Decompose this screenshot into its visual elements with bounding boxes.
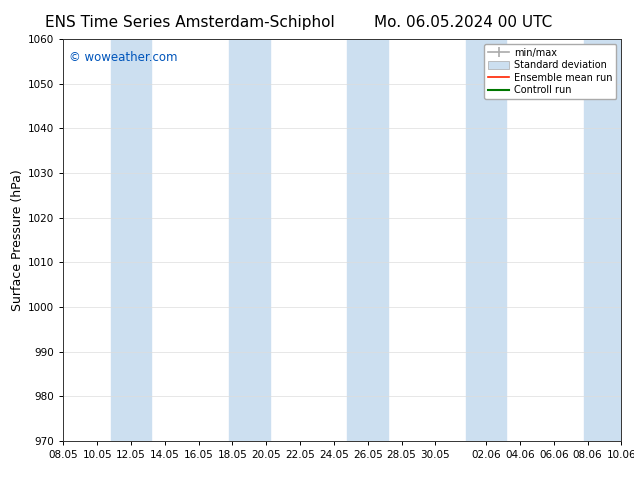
Bar: [229, 39, 269, 441]
Text: Mo. 06.05.2024 00 UTC: Mo. 06.05.2024 00 UTC: [373, 15, 552, 30]
Y-axis label: Surface Pressure (hPa): Surface Pressure (hPa): [11, 169, 24, 311]
Bar: [584, 39, 624, 441]
Bar: [111, 39, 152, 441]
Bar: [347, 39, 388, 441]
Text: © woweather.com: © woweather.com: [69, 51, 178, 64]
Text: ENS Time Series Amsterdam-Schiphol: ENS Time Series Amsterdam-Schiphol: [45, 15, 335, 30]
Bar: [466, 39, 507, 441]
Legend: min/max, Standard deviation, Ensemble mean run, Controll run: min/max, Standard deviation, Ensemble me…: [484, 44, 616, 99]
